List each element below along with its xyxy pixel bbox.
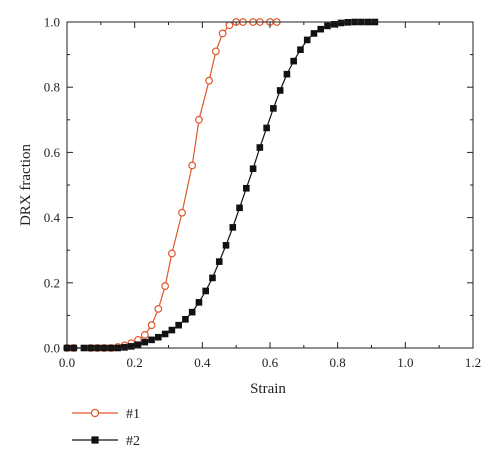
series-2-point bbox=[330, 20, 338, 28]
y-tick-label: 0.0 bbox=[44, 341, 60, 356]
series-2-point bbox=[121, 344, 128, 351]
series-2-point bbox=[168, 326, 176, 334]
series-2-point bbox=[141, 338, 149, 346]
series-2-point bbox=[337, 19, 345, 27]
series-2-point bbox=[127, 343, 135, 350]
series-1-point bbox=[161, 282, 170, 290]
series-1-point bbox=[218, 29, 227, 38]
legend-marker-2 bbox=[91, 436, 99, 444]
y-tick-label: 0.4 bbox=[44, 210, 61, 225]
series-2-point bbox=[222, 242, 230, 249]
series-2-point bbox=[215, 258, 223, 265]
x-tick-label: 1.2 bbox=[465, 355, 481, 370]
series-1-point bbox=[140, 331, 149, 339]
series-2-point bbox=[209, 274, 216, 282]
series-2-point bbox=[134, 341, 142, 349]
series-2-point bbox=[249, 165, 257, 172]
series-2-point bbox=[297, 46, 304, 54]
series-2-point bbox=[290, 57, 297, 65]
series-1-point bbox=[205, 76, 214, 85]
legend-label-1: #1 bbox=[126, 407, 140, 422]
series-2-point bbox=[317, 25, 325, 33]
x-tick-label: 0.6 bbox=[262, 355, 279, 370]
series-2-point bbox=[229, 224, 237, 231]
series-1-point bbox=[167, 249, 176, 258]
series-2-point bbox=[188, 308, 196, 316]
plot-layer bbox=[63, 18, 379, 352]
y-tick-label: 1.0 bbox=[44, 15, 60, 30]
series-2-point bbox=[195, 299, 203, 306]
series-2-point bbox=[182, 316, 189, 323]
series-1-point bbox=[195, 115, 203, 124]
x-tick-label: 0.0 bbox=[59, 355, 75, 370]
y-tick-label: 0.6 bbox=[44, 145, 61, 160]
x-tick-label: 0.8 bbox=[330, 355, 346, 370]
series-2-point bbox=[263, 124, 270, 132]
x-tick-label: 0.4 bbox=[194, 355, 211, 370]
series-2-point bbox=[202, 287, 210, 295]
series-2-point bbox=[310, 30, 318, 37]
series-2-point bbox=[283, 70, 291, 78]
series-1-point bbox=[188, 161, 197, 170]
x-tick-label: 0.2 bbox=[127, 355, 143, 370]
series-2-point bbox=[148, 336, 155, 344]
series-2-point bbox=[303, 36, 311, 44]
series-2-point bbox=[324, 22, 331, 30]
series-2-point bbox=[270, 105, 277, 112]
series-1-point bbox=[147, 321, 156, 330]
legend-marker-1 bbox=[90, 408, 100, 418]
plot-frame bbox=[66, 21, 474, 349]
legend: #1 #2 bbox=[72, 407, 140, 449]
y-tick-label: 0.8 bbox=[44, 80, 60, 95]
series-2-point bbox=[236, 204, 243, 212]
series-1-point bbox=[154, 304, 163, 313]
y-axis-title: DRX fraction bbox=[18, 143, 34, 226]
series-1-point bbox=[225, 21, 234, 30]
series-2-point bbox=[161, 330, 169, 338]
axes-layer: 0.0 0.2 0.4 0.6 0.8 1.0 1.2 0.0 0.2 0.4 0.6 0.8 1.0 bbox=[44, 15, 481, 371]
series-2-point bbox=[243, 184, 250, 192]
series-2-line bbox=[67, 21, 375, 349]
series-2-point bbox=[155, 333, 162, 341]
series-2-point bbox=[175, 321, 182, 329]
series-1-point bbox=[178, 208, 186, 217]
y-tick-label: 0.2 bbox=[44, 275, 60, 290]
series-1-point bbox=[211, 47, 220, 56]
series-2-point bbox=[276, 87, 284, 94]
series-2-point bbox=[256, 144, 264, 151]
legend-label-2: #2 bbox=[126, 434, 140, 449]
x-tick-label: 1.0 bbox=[397, 355, 413, 370]
x-axis-title: Strain bbox=[250, 381, 286, 397]
